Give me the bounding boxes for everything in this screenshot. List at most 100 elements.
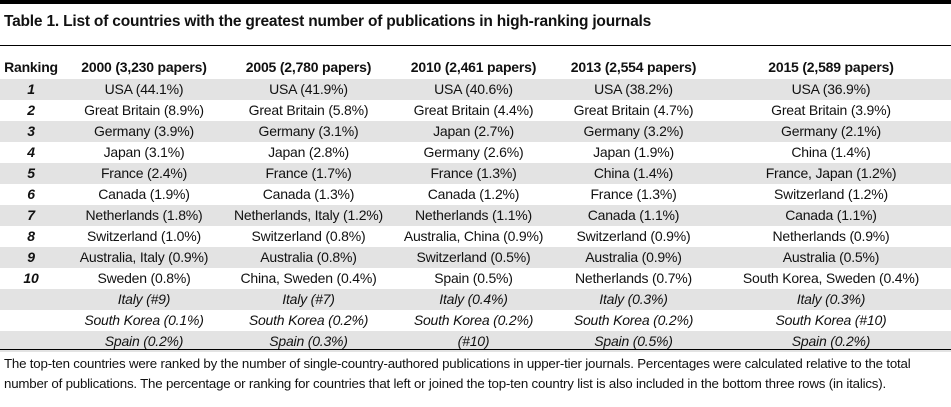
table-cell: Germany (2.6%) <box>423 144 524 160</box>
table-row: 7 Netherlands (1.8%) Netherlands, Italy (1… <box>0 205 951 226</box>
table-cell: Italy (#7) <box>226 289 391 310</box>
rank-cell: 2 <box>27 102 35 118</box>
table-cell: South Korea (0.2%) <box>248 312 369 328</box>
table-cell: Italy (#9) <box>62 289 226 310</box>
table-cell: Spain (0.2%) <box>62 331 226 352</box>
table-row: 4 Japan (3.1%) Japan (2.8%) Germany (2.6%) J… <box>0 142 951 163</box>
table-cell: South Korea (0.1%) <box>84 312 204 328</box>
table-cell: China, Sweden (0.4%) <box>240 270 377 286</box>
table-cell: Canada (1.3%) <box>262 186 355 202</box>
table-cell: Italy (0.3%) <box>556 289 711 310</box>
table-cell: Italy (0.3%) <box>711 289 951 310</box>
table-cell: China (1.4%) <box>556 163 711 184</box>
rank-cell <box>0 289 62 310</box>
table-cell: Switzerland (1.2%) <box>774 186 888 202</box>
table-cell: Australia (0.9%) <box>556 247 711 268</box>
rank-cell: 1 <box>0 79 62 100</box>
table-cell: Canada (1.1%) <box>711 205 951 226</box>
rank-cell: 7 <box>0 205 62 226</box>
table-cell: Switzerland (0.9%) <box>576 228 691 244</box>
table-cell: Spain (0.3%) <box>226 331 391 352</box>
rank-cell: 6 <box>27 186 35 202</box>
column-header-2010: 2010 (2,461 papers) <box>410 59 537 75</box>
table-cell: Switzerland (0.8%) <box>251 228 366 244</box>
table-body: 1 USA (44.1%) USA (41.9%) USA (40.6%) USA (3… <box>0 79 951 352</box>
table-row: 2 Great Britain (8.9%) Great Britain (5.8%… <box>0 100 951 121</box>
table-title: Table 1. List of countries with the grea… <box>4 13 652 30</box>
table-row: South Korea (0.1%) South Korea (0.2%) Sout… <box>0 310 951 331</box>
table-cell: USA (36.9%) <box>711 79 951 100</box>
table-cell: China (1.4%) <box>791 144 871 160</box>
table-cell: Canada (1.9%) <box>98 186 190 202</box>
table-row: 1 USA (44.1%) USA (41.9%) USA (40.6%) USA (3… <box>0 79 951 100</box>
table-cell: France (1.3%) <box>391 163 556 184</box>
table-cell: Netherlands (0.7%) <box>574 270 692 286</box>
table-row: 6 Canada (1.9%) Canada (1.3%) Canada (1.2%)… <box>0 184 951 205</box>
table-cell: Canada (1.1%) <box>556 205 711 226</box>
table-cell: Japan (2.8%) <box>268 144 349 160</box>
table-cell: France (2.4%) <box>62 163 226 184</box>
table-row: 10 Sweden (0.8%) China, Sweden (0.4%) Spain… <box>0 268 951 289</box>
table-cell: Switzerland (0.5%) <box>391 247 556 268</box>
rank-cell: 10 <box>23 270 39 286</box>
table-cell: Sweden (0.8%) <box>97 270 191 286</box>
rank-cell: 3 <box>0 121 62 142</box>
table-cell: Great Britain (4.7%) <box>573 102 694 118</box>
table-cell: Germany (3.2%) <box>556 121 711 142</box>
rank-cell: 9 <box>0 247 62 268</box>
table-cell: Netherlands (0.9%) <box>772 228 890 244</box>
table-row: 3 Germany (3.9%) Germany (3.1%) Japan (2.7%… <box>0 121 951 142</box>
table-cell: (#10) <box>391 331 556 352</box>
table-cell: Australia, Italy (0.9%) <box>62 247 226 268</box>
table-cell: Great Britain (5.8%) <box>248 102 369 118</box>
table-cell: Australia (0.5%) <box>711 247 951 268</box>
table-cell: Netherlands (1.1%) <box>391 205 556 226</box>
table-cell: France (1.3%) <box>590 186 677 202</box>
table-cell: Netherlands, Italy (1.2%) <box>226 205 391 226</box>
table-cell: France (1.7%) <box>226 163 391 184</box>
table-row: 8 Switzerland (1.0%) Switzerland (0.8%) Aus… <box>0 226 951 247</box>
table-cell: USA (41.9%) <box>226 79 391 100</box>
header-row: Ranking 2000 (3,230 papers) 2005 (2,780 … <box>0 55 951 79</box>
table-cell: Germany (2.1%) <box>711 121 951 142</box>
table-cell: Canada (1.2%) <box>427 186 520 202</box>
table-row: Italy (#9) Italy (#7) Italy (0.4%) Italy (0… <box>0 289 951 310</box>
rank-cell: 5 <box>0 163 62 184</box>
table-cell: Switzerland (1.0%) <box>87 228 201 244</box>
table-cell: Spain (0.5%) <box>556 331 711 352</box>
table-cell: Spain (0.5%) <box>434 270 513 286</box>
table-row: 9 Australia, Italy (0.9%) Australia (0.8%)… <box>0 247 951 268</box>
rank-cell: 8 <box>27 228 35 244</box>
table-cell: Germany (3.9%) <box>62 121 226 142</box>
table-cell: USA (40.6%) <box>391 79 556 100</box>
column-header-ranking: Ranking <box>4 59 58 75</box>
table-cell: Japan (3.1%) <box>103 144 185 160</box>
table-cell: South Korea (0.2%) <box>413 312 534 328</box>
table-cell: Netherlands (1.8%) <box>62 205 226 226</box>
table-row: 5 France (2.4%) France (1.7%) France (1.3%)… <box>0 163 951 184</box>
publications-table: Ranking 2000 (3,230 papers) 2005 (2,780 … <box>0 55 951 352</box>
column-header-2005: 2005 (2,780 papers) <box>245 59 372 75</box>
table-footnote: The top-ten countries were ranked by the… <box>4 356 911 391</box>
table-cell: USA (38.2%) <box>556 79 711 100</box>
table-cell: Great Britain (8.9%) <box>84 102 204 118</box>
table-cell: Spain (0.2%) <box>711 331 951 352</box>
table-cell: Italy (0.4%) <box>391 289 556 310</box>
title-rule <box>0 45 951 46</box>
table-cell: USA (44.1%) <box>62 79 226 100</box>
table-row: Spain (0.2%) Spain (0.3%) (#10) Spain (0.5%… <box>0 331 951 352</box>
column-header-2013: 2013 (2,554 papers) <box>570 59 697 75</box>
table-cell: South Korea, Sweden (0.4%) <box>742 270 920 286</box>
table-cell: Germany (3.1%) <box>226 121 391 142</box>
rank-cell <box>0 331 62 352</box>
top-rule <box>0 0 951 4</box>
table-cell: Australia (0.8%) <box>226 247 391 268</box>
rank-cell <box>0 310 62 331</box>
table-cell: Japan (2.7%) <box>391 121 556 142</box>
table-cell: Great Britain (4.4%) <box>413 102 534 118</box>
column-header-2000: 2000 (3,230 papers) <box>81 59 207 75</box>
table-cell: Japan (1.9%) <box>593 144 674 160</box>
table-cell: South Korea (#10) <box>775 312 887 328</box>
table-cell: France, Japan (1.2%) <box>711 163 951 184</box>
table-cell: South Korea (0.2%) <box>573 312 694 328</box>
